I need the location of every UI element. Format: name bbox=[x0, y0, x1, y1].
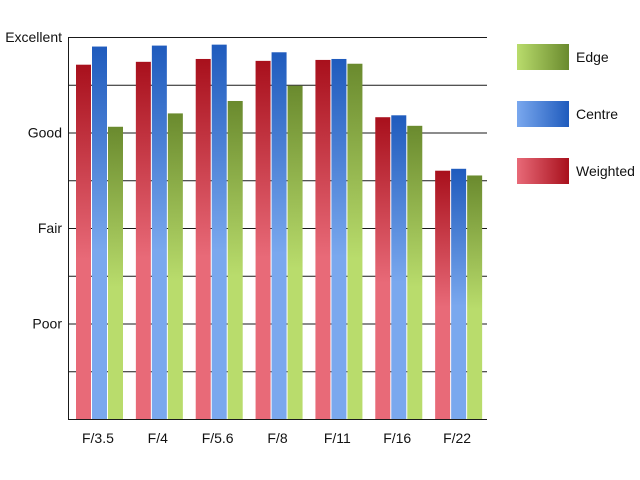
legend-label-weighted: Weighted bbox=[576, 163, 635, 179]
axes bbox=[68, 37, 487, 420]
legend-label-edge: Edge bbox=[576, 49, 609, 65]
y-tick-label: Fair bbox=[38, 220, 62, 236]
x-tick-label: F/4 bbox=[148, 430, 168, 446]
y-tick-labels: Poor Fair Good Excellent bbox=[5, 29, 62, 332]
bar-weighted-5 bbox=[375, 117, 391, 419]
bar-centre-6 bbox=[451, 168, 467, 419]
bar-edge-4 bbox=[347, 63, 363, 420]
x-tick-label: F/3.5 bbox=[82, 430, 114, 446]
bar-edge-5 bbox=[407, 125, 423, 419]
x-tick-label: F/8 bbox=[267, 430, 287, 446]
bar-weighted-4 bbox=[315, 59, 331, 420]
bar-centre-4 bbox=[331, 58, 347, 420]
bar-centre-2 bbox=[211, 44, 227, 419]
y-tick-label: Good bbox=[28, 125, 62, 141]
x-tick-label: F/5.6 bbox=[202, 430, 234, 446]
bar-edge-2 bbox=[227, 100, 243, 420]
x-tick-label: F/16 bbox=[383, 430, 411, 446]
legend-swatch-centre bbox=[517, 101, 569, 127]
legend-swatch-weighted bbox=[517, 158, 569, 184]
bar-edge-6 bbox=[467, 175, 483, 419]
bar-weighted-3 bbox=[255, 60, 271, 419]
bar-edge-3 bbox=[287, 85, 303, 419]
x-tick-labels: F/3.5 F/4 F/5.6 F/8 F/11 F/16 F/22 bbox=[82, 430, 471, 446]
bar-centre-3 bbox=[271, 52, 287, 419]
bar-centre-1 bbox=[151, 45, 167, 419]
bars bbox=[76, 44, 483, 420]
bar-weighted-2 bbox=[195, 58, 211, 420]
legend-swatch-edge bbox=[517, 44, 569, 70]
y-tick-label: Poor bbox=[32, 316, 62, 332]
bar-centre-0 bbox=[92, 46, 107, 420]
x-tick-label: F/22 bbox=[443, 430, 471, 446]
legend: Edge Centre Weighted bbox=[517, 44, 635, 184]
bar-edge-0 bbox=[108, 126, 123, 420]
bar-centre-5 bbox=[391, 115, 407, 419]
bar-weighted-0 bbox=[76, 64, 91, 419]
bar-weighted-6 bbox=[435, 170, 451, 419]
y-tick-label: Excellent bbox=[5, 29, 62, 45]
bar-edge-1 bbox=[167, 113, 183, 420]
x-tick-label: F/11 bbox=[324, 430, 351, 446]
bar-weighted-1 bbox=[135, 61, 151, 420]
legend-label-centre: Centre bbox=[576, 106, 618, 122]
